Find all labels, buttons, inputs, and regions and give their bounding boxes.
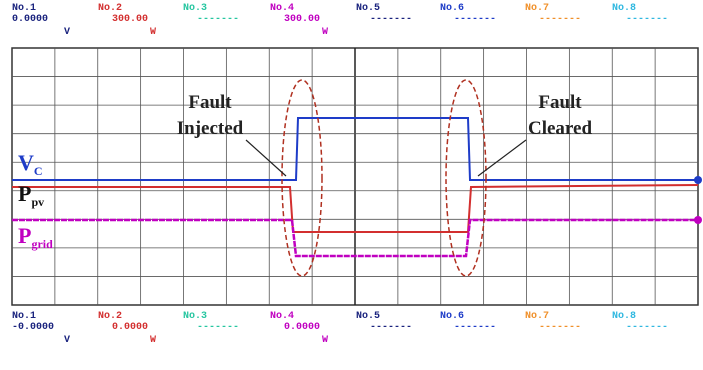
trace-label-main: P bbox=[18, 223, 31, 248]
annotation: Fault bbox=[188, 92, 232, 113]
trace-label-sub: pv bbox=[31, 195, 44, 209]
scope-screenshot: No.10.0000VNo.2300.00WNo.3-------No.4300… bbox=[0, 0, 703, 365]
channel-unit: W bbox=[150, 27, 156, 38]
annotation: Cleared bbox=[528, 118, 592, 139]
channel-value: ------- bbox=[197, 322, 239, 333]
channel-label: No.4 bbox=[270, 3, 294, 14]
channel-unit: V bbox=[64, 335, 70, 346]
channel-unit: V bbox=[64, 27, 70, 38]
channel-value: 300.00 bbox=[112, 14, 148, 25]
trace-label-sub: grid bbox=[31, 237, 53, 251]
annotation: Injected bbox=[177, 118, 244, 139]
annotation: Fault bbox=[538, 92, 582, 113]
channel-value: 0.0000 bbox=[12, 14, 48, 25]
channel-label: No.3 bbox=[183, 311, 207, 322]
channel-value: ------- bbox=[626, 322, 668, 333]
channel-label: No.7 bbox=[525, 3, 549, 14]
trace-label-sub: C bbox=[34, 164, 43, 178]
channel-label: No.2 bbox=[98, 311, 122, 322]
vc-marker bbox=[694, 176, 702, 184]
trace-label-main: V bbox=[18, 150, 34, 175]
channel-label: No.5 bbox=[356, 3, 380, 14]
channel-value: ------- bbox=[197, 14, 239, 25]
pgrid-marker bbox=[694, 216, 702, 224]
channel-label: No.6 bbox=[440, 3, 464, 14]
channel-value: ------- bbox=[454, 322, 496, 333]
channel-value: 0.0000 bbox=[284, 322, 320, 333]
channel-label: No.8 bbox=[612, 3, 636, 14]
channel-label: No.3 bbox=[183, 3, 207, 14]
channel-label: No.1 bbox=[12, 311, 36, 322]
channel-value: -0.0000 bbox=[12, 322, 54, 333]
channel-unit: W bbox=[322, 335, 328, 346]
channel-value: ------- bbox=[539, 322, 581, 333]
channel-value: 0.0000 bbox=[112, 322, 148, 333]
channel-value: 300.00 bbox=[284, 14, 320, 25]
channel-unit: W bbox=[322, 27, 328, 38]
channel-value: ------- bbox=[626, 14, 668, 25]
channel-unit: W bbox=[150, 335, 156, 346]
channel-value: ------- bbox=[370, 322, 412, 333]
channel-value: ------- bbox=[454, 14, 496, 25]
channel-label: No.2 bbox=[98, 3, 122, 14]
channel-label: No.4 bbox=[270, 311, 294, 322]
channel-value: ------- bbox=[539, 14, 581, 25]
channel-label: No.8 bbox=[612, 311, 636, 322]
trace-label-main: P bbox=[18, 181, 31, 206]
channel-label: No.6 bbox=[440, 311, 464, 322]
channel-label: No.1 bbox=[12, 3, 36, 14]
channel-label: No.5 bbox=[356, 311, 380, 322]
channel-value: ------- bbox=[370, 14, 412, 25]
channel-label: No.7 bbox=[525, 311, 549, 322]
